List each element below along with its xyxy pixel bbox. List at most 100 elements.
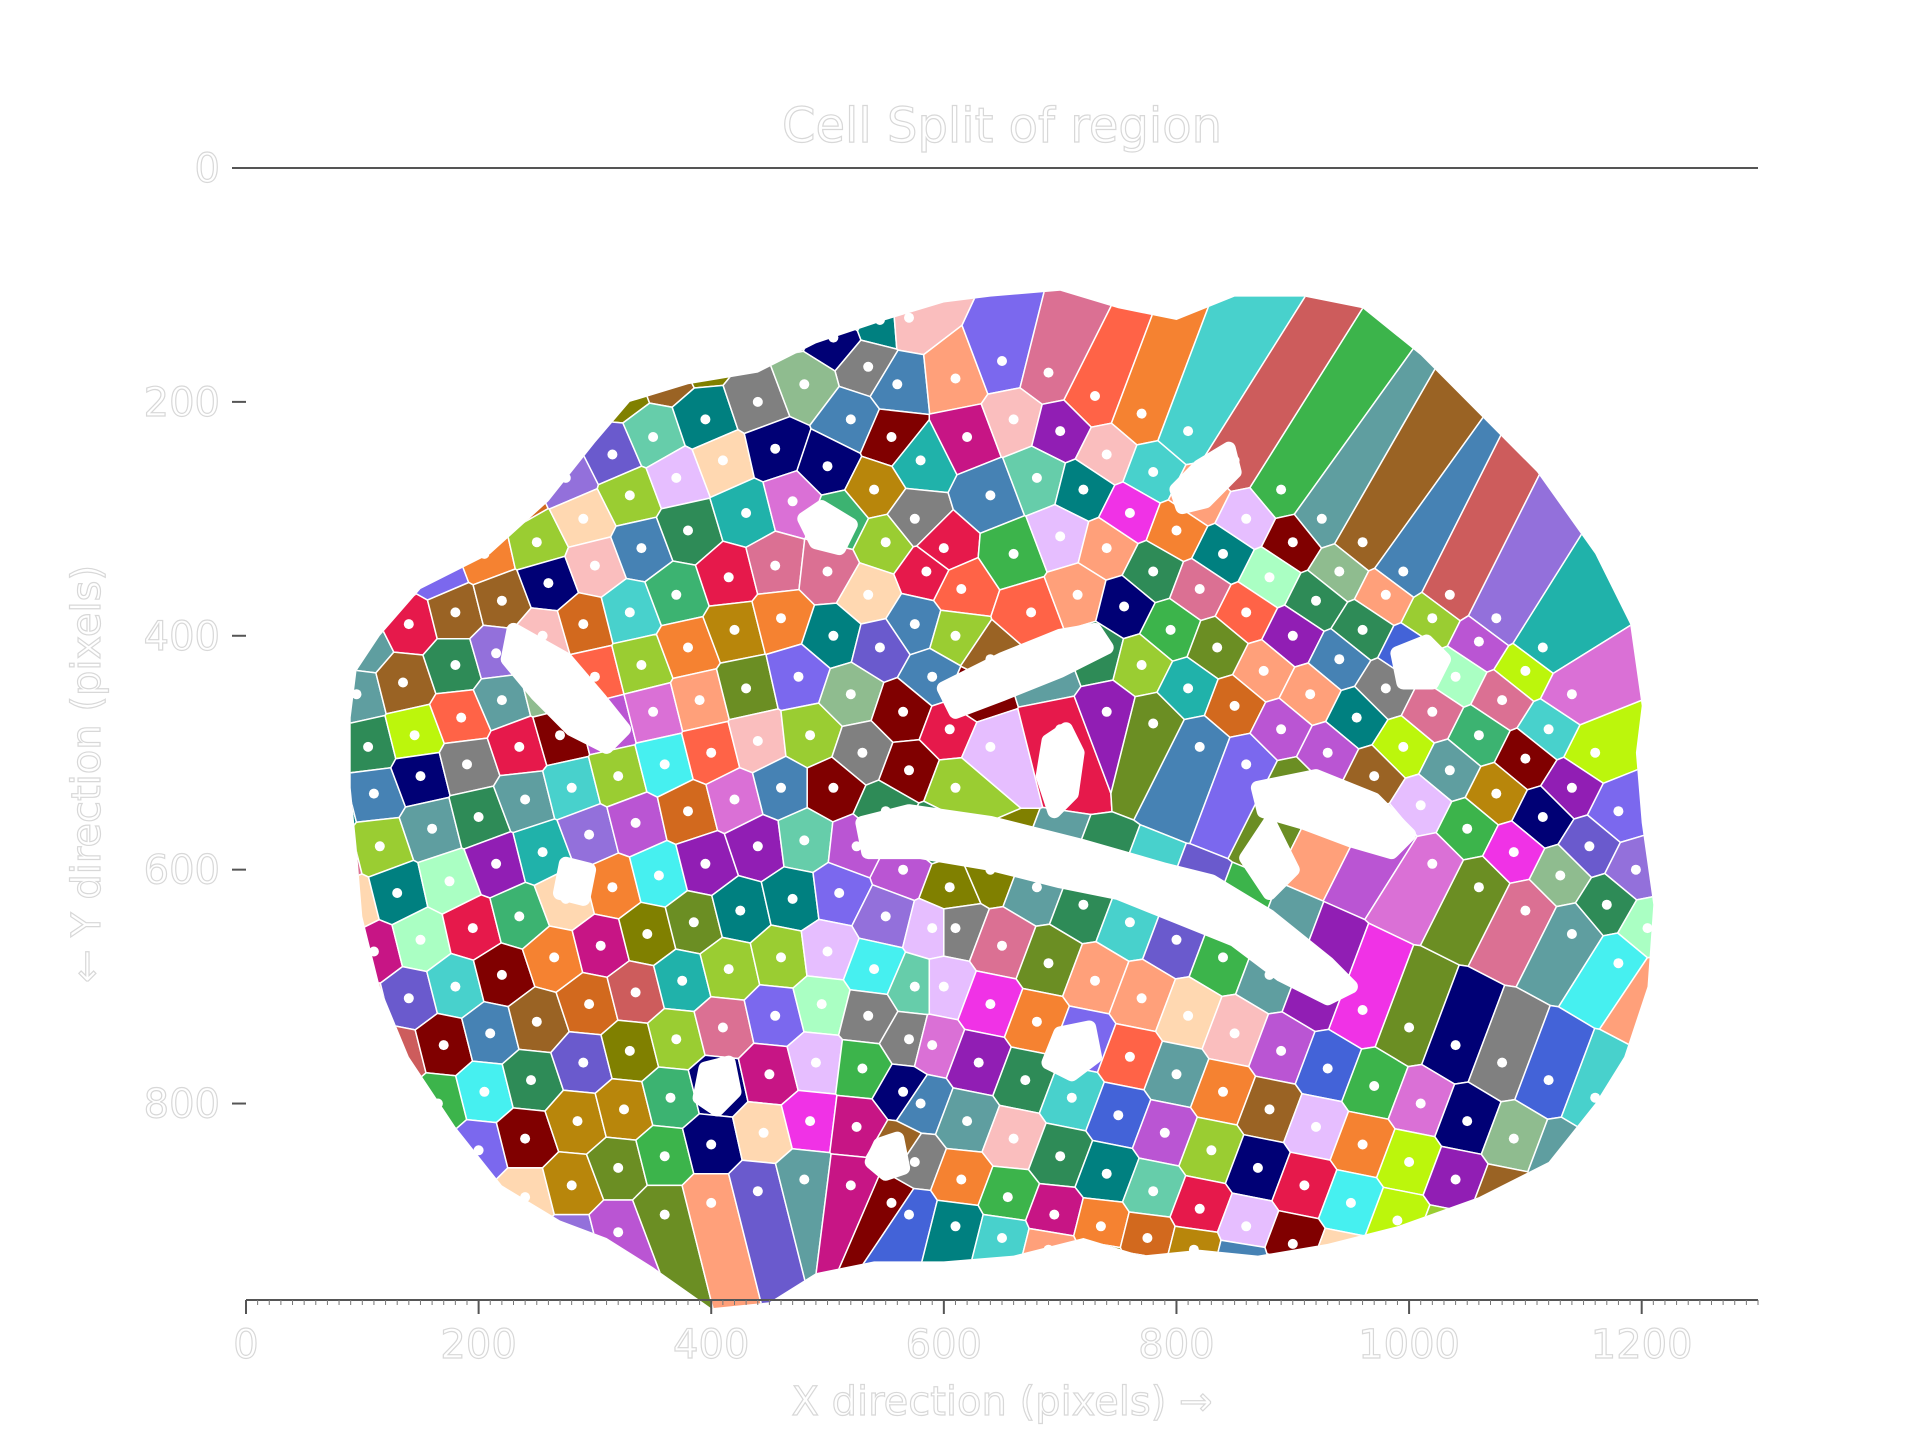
cell-centroid-point bbox=[1334, 566, 1345, 577]
cell-centroid-point bbox=[944, 882, 955, 893]
cell-centroid-point bbox=[787, 496, 798, 507]
cell-centroid-point bbox=[438, 1040, 449, 1051]
cell-centroid-point bbox=[299, 911, 310, 922]
cell-centroid-point bbox=[1473, 882, 1484, 893]
cell-centroid-point bbox=[389, 502, 400, 513]
cell-centroid-point bbox=[450, 607, 461, 618]
cell-centroid-point bbox=[1136, 993, 1147, 1004]
cell-centroid-point bbox=[1404, 1157, 1415, 1167]
cell-centroid-point bbox=[683, 806, 693, 817]
cell-centroid-point bbox=[1439, 1233, 1449, 1243]
cell-centroid-point bbox=[909, 619, 920, 630]
cell-centroid-point bbox=[1008, 1133, 1019, 1144]
cell-centroid-point bbox=[1142, 1233, 1153, 1243]
cell-centroid-point bbox=[374, 841, 385, 852]
cell-centroid-point bbox=[845, 689, 856, 700]
cell-centroid-point bbox=[1630, 864, 1641, 875]
cell-centroid-point bbox=[1148, 566, 1159, 577]
cell-centroid-point bbox=[392, 888, 403, 898]
cell-centroid-point bbox=[1316, 513, 1327, 524]
cell-centroid-point bbox=[892, 1145, 903, 1156]
cell-centroid-point bbox=[619, 1104, 629, 1115]
cell-centroid-point bbox=[659, 367, 670, 378]
cell-centroid-point bbox=[1282, 1268, 1292, 1279]
cell-centroid-point bbox=[310, 654, 321, 665]
cell-centroid-point bbox=[578, 619, 589, 630]
cell-region bbox=[186, 744, 298, 816]
cell-centroid-point bbox=[1101, 449, 1112, 460]
cell-region bbox=[350, 1167, 556, 1309]
cell-region bbox=[350, 1072, 468, 1309]
cell-centroid-point bbox=[851, 1121, 862, 1132]
cell-centroid-point bbox=[258, 718, 269, 729]
cell-centroid-point bbox=[368, 788, 379, 799]
cell-centroid-point bbox=[741, 326, 752, 337]
cell-centroid-point bbox=[700, 414, 711, 425]
cell-centroid-point bbox=[1258, 665, 1269, 676]
cell-centroid-point bbox=[459, 396, 470, 407]
cell-centroid-point bbox=[973, 1057, 984, 1068]
cell-centroid-point bbox=[1183, 1010, 1194, 1021]
cell-centroid-point bbox=[636, 543, 647, 554]
cell-region bbox=[186, 788, 310, 854]
y-tick-label: 600 bbox=[144, 848, 220, 894]
cells-layer bbox=[186, 290, 1654, 1309]
cell-centroid-point bbox=[764, 1069, 775, 1080]
cell-centroid-point bbox=[281, 864, 292, 875]
cell-centroid-point bbox=[310, 753, 321, 764]
cell-centroid-point bbox=[845, 414, 856, 425]
cell-centroid-point bbox=[805, 730, 816, 741]
cell-centroid-point bbox=[1311, 1121, 1321, 1132]
cell-centroid-point bbox=[1357, 537, 1368, 548]
cell-centroid-point bbox=[1473, 636, 1484, 647]
cell-centroid-point bbox=[427, 823, 438, 834]
cell-centroid-point bbox=[491, 648, 502, 659]
cell-centroid-point bbox=[624, 490, 635, 501]
cell-centroid-point bbox=[1311, 595, 1321, 606]
cell-centroid-point bbox=[944, 724, 955, 735]
cell-centroid-point bbox=[717, 1022, 728, 1033]
cell-centroid-point bbox=[1183, 683, 1194, 694]
cell-centroid-point bbox=[927, 671, 938, 682]
cell-centroid-point bbox=[520, 794, 531, 805]
cell-region bbox=[350, 536, 358, 602]
cell-centroid-point bbox=[985, 654, 996, 665]
cell-region bbox=[350, 498, 379, 558]
cell-centroid-point bbox=[264, 765, 275, 776]
cell-centroid-point bbox=[712, 1081, 722, 1091]
cell-centroid-point bbox=[520, 1133, 531, 1144]
cell-centroid-point bbox=[898, 864, 909, 875]
cell-centroid-point bbox=[1380, 829, 1391, 840]
cell-centroid-point bbox=[508, 496, 519, 507]
cell-centroid-point bbox=[560, 893, 571, 904]
cell-region bbox=[1511, 290, 1654, 675]
cell-centroid-point bbox=[851, 301, 862, 311]
cell-centroid-point bbox=[1055, 1151, 1066, 1162]
cell-centroid-point bbox=[909, 981, 920, 992]
cell-centroid-point bbox=[1555, 870, 1566, 881]
cell-centroid-point bbox=[496, 695, 507, 706]
cell-centroid-point bbox=[1345, 1197, 1356, 1208]
cell-centroid-point bbox=[403, 619, 414, 630]
cell-centroid-point bbox=[776, 952, 786, 963]
cell-centroid-point bbox=[764, 279, 775, 290]
tissue-gap bbox=[1250, 769, 1417, 860]
cell-centroid-point bbox=[1473, 730, 1484, 741]
cell-centroid-point bbox=[752, 736, 763, 746]
cell-centroid-point bbox=[526, 1075, 536, 1086]
cell-centroid-point bbox=[1078, 484, 1089, 495]
cell-centroid-point bbox=[1066, 1092, 1077, 1103]
x-axis-label: X direction (pixels) → bbox=[791, 1379, 1212, 1425]
cell-centroid-point bbox=[729, 794, 740, 805]
cell-centroid-point bbox=[1334, 1256, 1345, 1267]
cell-centroid-point bbox=[997, 356, 1007, 366]
cell-centroid-point bbox=[1311, 987, 1321, 998]
cell-centroid-point bbox=[520, 1192, 531, 1203]
cell-centroid-point bbox=[1229, 700, 1240, 711]
cell-centroid-point bbox=[683, 525, 693, 536]
cell-centroid-point bbox=[1491, 788, 1502, 799]
cell-centroid-point bbox=[677, 975, 688, 986]
cell-centroid-point bbox=[1462, 1116, 1473, 1127]
cell-centroid-point bbox=[1072, 589, 1083, 600]
cell-centroid-point bbox=[950, 373, 961, 384]
